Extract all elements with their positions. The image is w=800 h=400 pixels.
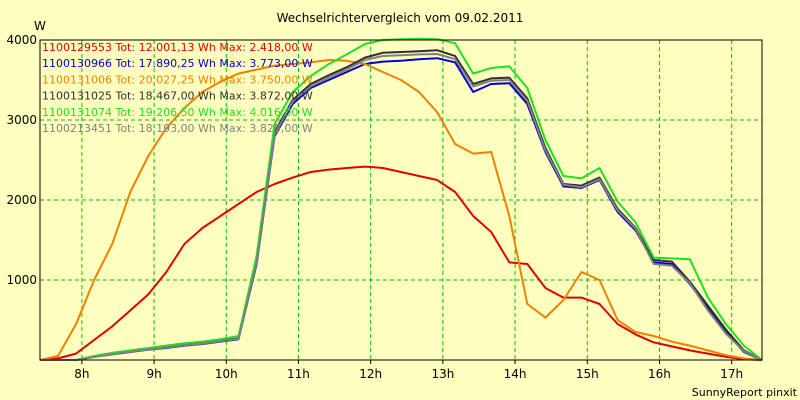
- y-tick-label: 1000: [6, 273, 37, 287]
- y-axis-label: W: [34, 19, 46, 33]
- x-tick-label: 17h: [720, 367, 743, 381]
- series-line-1100131074: [40, 37, 763, 361]
- legend: 1100129553 Tot: 12.001,13 Wh Max: 2.418,…: [42, 41, 313, 135]
- x-tick-label: 16h: [648, 367, 671, 381]
- legend-entry-1100131025: 1100131025 Tot: 18.467,00 Wh Max: 3.872,…: [42, 90, 313, 103]
- legend-entry-1100129553: 1100129553 Tot: 12.001,13 Wh Max: 2.418,…: [42, 41, 313, 54]
- x-tick-label: 15h: [576, 367, 599, 381]
- series-line-1100213451: [40, 53, 763, 361]
- x-tick-label: 12h: [359, 367, 382, 381]
- chart-title: Wechselrichtervergleich vom 09.02.2011: [277, 11, 524, 25]
- x-tick-label: 10h: [215, 367, 238, 381]
- series-line-1100131006: [39, 59, 763, 361]
- x-tick-label: 11h: [287, 367, 310, 381]
- legend-entry-1100213451: 1100213451 Tot: 18.193,00 Wh Max: 3.825,…: [42, 122, 313, 135]
- legend-entry-1100130966: 1100130966 Tot: 17.890,25 Wh Max: 3.773,…: [42, 57, 313, 70]
- series-line-1100129553: [39, 165, 763, 361]
- legend-entry-1100131074: 1100131074 Tot: 19.206,50 Wh Max: 4.016,…: [42, 106, 313, 119]
- y-tick-label: 3000: [6, 113, 37, 127]
- y-tick-label: 2000: [6, 193, 37, 207]
- y-tick-label: 4000: [6, 33, 37, 47]
- legend-entry-1100131006: 1100131006 Tot: 20.027,25 Wh Max: 3.750,…: [42, 73, 313, 86]
- x-tick-label: 14h: [504, 367, 527, 381]
- x-tick-label: 9h: [146, 367, 161, 381]
- credit-text: SunnyReport pinxit: [692, 386, 798, 399]
- x-tick-label: 8h: [74, 367, 89, 381]
- plot-frame: [39, 39, 763, 361]
- x-tick-label: 13h: [431, 367, 454, 381]
